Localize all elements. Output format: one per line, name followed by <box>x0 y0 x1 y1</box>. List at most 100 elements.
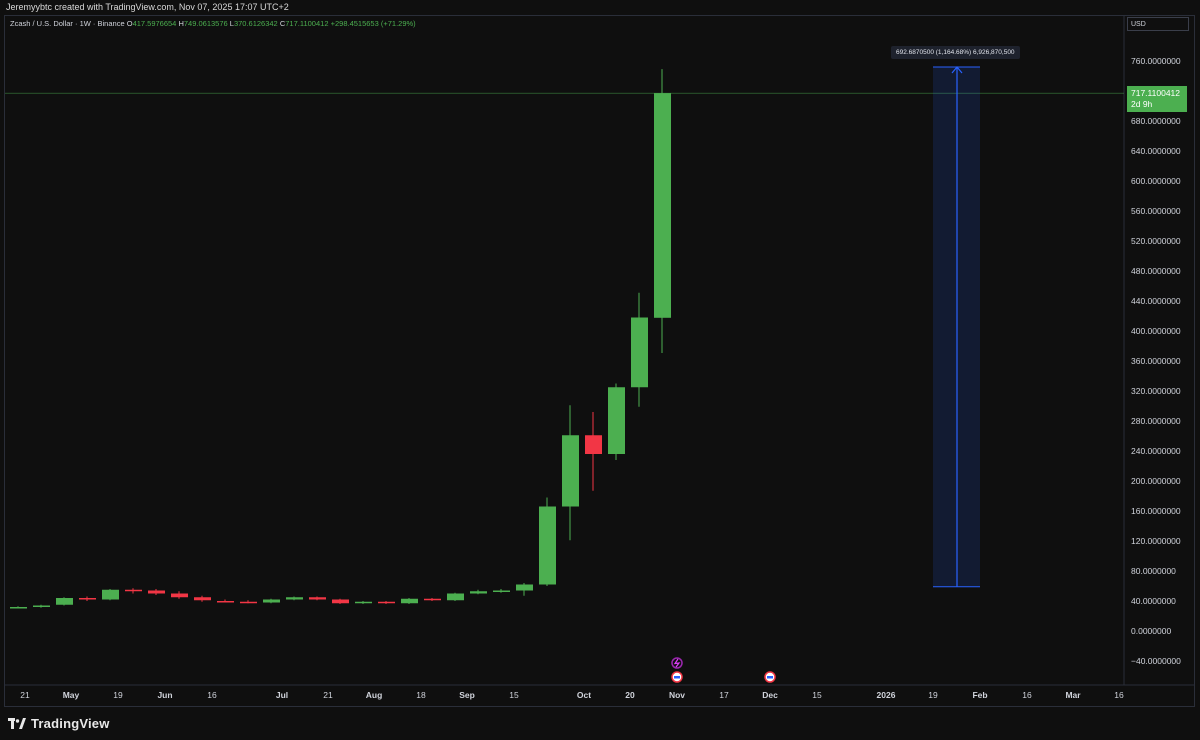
candle-body[interactable] <box>562 435 579 507</box>
header-bar: Jeremyybtc created with TradingView.com,… <box>0 0 1200 14</box>
candle-body[interactable] <box>447 593 464 601</box>
y-tick-label: 80.0000000 <box>1131 566 1176 576</box>
y-tick-label: 280.0000000 <box>1131 416 1181 426</box>
x-tick-label: Feb <box>972 690 987 700</box>
candle-body[interactable] <box>194 597 211 601</box>
x-tick-label: 19 <box>928 690 938 700</box>
y-tick-label: 240.0000000 <box>1131 446 1181 456</box>
x-tick-label: 16 <box>1114 690 1124 700</box>
candle-body[interactable] <box>217 601 234 603</box>
candle-body[interactable] <box>263 599 280 603</box>
candle-body[interactable] <box>332 599 349 604</box>
x-tick-label: 2026 <box>877 690 896 700</box>
y-tick-label: 200.0000000 <box>1131 476 1181 486</box>
y-tick-label: 440.0000000 <box>1131 296 1181 306</box>
footer-bar <box>0 707 1200 740</box>
x-tick-label: Aug <box>366 690 383 700</box>
x-tick-label: 17 <box>719 690 729 700</box>
y-tick-label: 40.0000000 <box>1131 596 1176 606</box>
chart-frame[interactable] <box>4 15 1195 707</box>
candle-body[interactable] <box>424 598 441 601</box>
tradingview-logo-text: TradingView <box>31 716 110 731</box>
economic-event-icon-dec-band <box>767 676 773 679</box>
y-tick-label: 400.0000000 <box>1131 326 1181 336</box>
y-tick-label: 320.0000000 <box>1131 386 1181 396</box>
y-tick-label: 0.0000000 <box>1131 626 1171 636</box>
x-tick-label: 16 <box>1022 690 1032 700</box>
candle-body[interactable] <box>286 597 303 600</box>
symbol-name: Zcash / U.S. Dollar · 1W · Binance <box>10 19 125 28</box>
candle-body[interactable] <box>539 506 556 585</box>
candle-body[interactable] <box>56 598 73 605</box>
x-tick-label: Dec <box>762 690 778 700</box>
x-tick-label: 15 <box>509 690 519 700</box>
candle-body[interactable] <box>309 597 326 600</box>
candle-body[interactable] <box>148 590 165 594</box>
bar-countdown: 2d 9h <box>1131 99 1153 109</box>
y-tick-label: 120.0000000 <box>1131 536 1181 546</box>
economic-event-icon-band <box>674 676 680 679</box>
y-tick-label: 480.0000000 <box>1131 266 1181 276</box>
currency-selector[interactable]: USD <box>1127 17 1189 31</box>
candle-body[interactable] <box>355 601 372 604</box>
high-key: H <box>178 19 184 28</box>
open-key: O <box>126 19 133 28</box>
candle-body[interactable] <box>79 598 96 600</box>
measure-arrow-head <box>951 66 963 74</box>
y-tick-label: 160.0000000 <box>1131 506 1181 516</box>
lightning-icon <box>673 658 681 668</box>
x-tick-label: Mar <box>1065 690 1081 700</box>
high-value: 749.0613576 <box>183 19 228 28</box>
x-tick-label: Oct <box>577 690 591 700</box>
x-tick-label: 21 <box>323 690 333 700</box>
candle-body[interactable] <box>585 435 602 454</box>
x-tick-label: 18 <box>416 690 426 700</box>
x-tick-label: Sep <box>459 690 475 700</box>
candle-body[interactable] <box>470 591 487 594</box>
x-tick-label: Jun <box>157 690 172 700</box>
y-tick-label: 560.0000000 <box>1131 206 1181 216</box>
candle-body[interactable] <box>631 317 648 388</box>
candle-body[interactable] <box>516 584 533 591</box>
candle-body[interactable] <box>608 387 625 454</box>
y-tick-label: 600.0000000 <box>1131 176 1181 186</box>
measure-tool-label[interactable]: 692.6870500 (1,164.68%) 6,926,870,500 <box>891 46 1020 59</box>
candle-body[interactable] <box>171 593 188 598</box>
tradingview-logo-icon <box>8 718 26 729</box>
close-key: C <box>279 19 286 28</box>
tradingview-logo: TradingView <box>8 716 110 731</box>
candle-body[interactable] <box>102 589 119 600</box>
y-tick-label: 520.0000000 <box>1131 236 1181 246</box>
x-tick-label: 21 <box>20 690 30 700</box>
candle-body[interactable] <box>10 607 27 609</box>
candle-body[interactable] <box>125 589 142 592</box>
x-tick-label: Nov <box>669 690 685 700</box>
y-tick-label: 680.0000000 <box>1131 116 1181 126</box>
symbol-legend: Zcash / U.S. Dollar · 1W · Binance O417.… <box>10 19 416 28</box>
y-tick-label: −40.0000000 <box>1131 656 1181 666</box>
candle-body[interactable] <box>378 601 395 604</box>
candle-body[interactable] <box>401 598 418 604</box>
x-tick-label: 19 <box>113 690 123 700</box>
last-price-value: 717.1100412 <box>1131 88 1181 98</box>
candle-body[interactable] <box>33 605 50 608</box>
close-value: 717.1100412 <box>285 19 329 28</box>
candle-body[interactable] <box>240 601 257 604</box>
y-tick-label: 360.0000000 <box>1131 356 1181 366</box>
attribution-text: Jeremyybtc created with TradingView.com,… <box>6 2 289 12</box>
x-tick-label: May <box>63 690 80 700</box>
candle-body[interactable] <box>493 590 510 593</box>
x-tick-label: 20 <box>625 690 635 700</box>
x-tick-label: 15 <box>812 690 822 700</box>
candle-body[interactable] <box>654 93 671 318</box>
x-tick-label: 16 <box>207 690 217 700</box>
last-price-label: 717.1100412 2d 9h <box>1127 86 1187 112</box>
y-tick-label: 640.0000000 <box>1131 146 1181 156</box>
low-value: 370.6126342 <box>233 19 278 28</box>
x-tick-label: Jul <box>276 690 288 700</box>
open-value: 417.5976654 <box>132 19 177 28</box>
split-event-icon[interactable] <box>671 657 683 669</box>
low-key: L <box>229 19 234 28</box>
change-value: +298.4515653 (+71.29%) <box>330 19 416 28</box>
